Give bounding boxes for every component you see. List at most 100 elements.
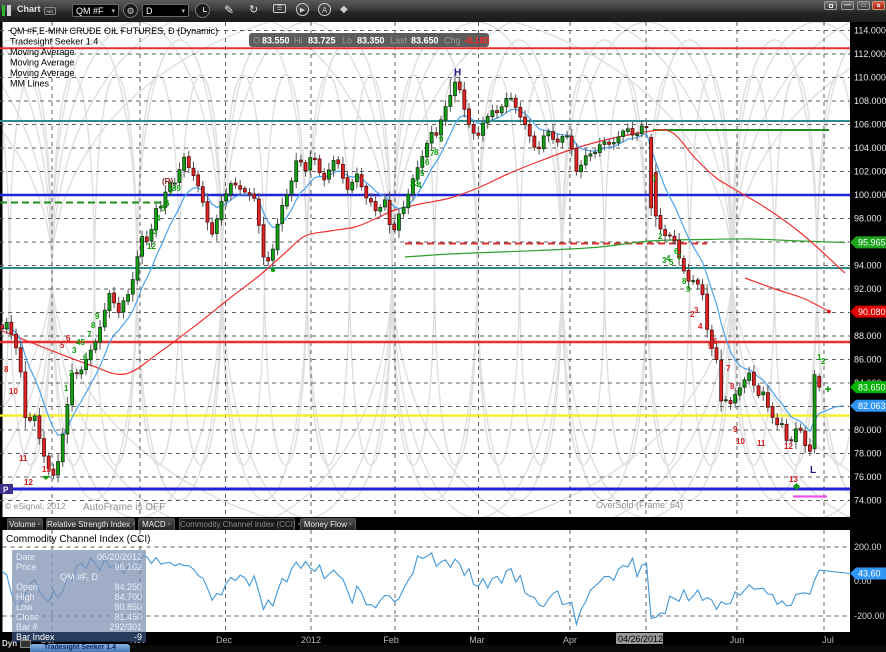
svg-text:Tradesight Seeker 1.4: Tradesight Seeker 1.4 (10, 37, 98, 47)
svg-text:3: 3 (72, 346, 77, 355)
svg-text:5: 5 (708, 342, 713, 351)
svg-text:2: 2 (69, 369, 74, 378)
svg-text:6: 6 (674, 247, 679, 256)
svg-text:7: 7 (430, 149, 435, 158)
svg-text:12: 12 (784, 442, 793, 451)
svg-text:QM #F,E-MINI CRUDE OIL FUTURES: QM #F,E-MINI CRUDE OIL FUTURES, D (Dynam… (10, 26, 218, 36)
svg-text:112.000: 112.000 (854, 49, 886, 59)
svg-text:2: 2 (821, 357, 826, 366)
svg-text:74.000: 74.000 (854, 496, 882, 506)
svg-text:12: 12 (147, 242, 156, 251)
svg-text:7: 7 (87, 330, 92, 339)
svg-text:9: 9 (686, 285, 691, 294)
svg-text:Apr: Apr (563, 635, 577, 645)
svg-text:78.000: 78.000 (854, 449, 882, 459)
svg-text:5: 5 (161, 204, 166, 213)
svg-text:8: 8 (434, 148, 439, 157)
svg-text:04/26/2012: 04/26/2012 (618, 634, 663, 644)
svg-text:2: 2 (658, 232, 663, 241)
svg-text:92.000: 92.000 (854, 284, 882, 294)
svg-text:H: H (454, 68, 461, 79)
svg-text:4: 4 (698, 322, 703, 331)
svg-text:88.000: 88.000 (854, 331, 882, 341)
svg-text:3: 3 (694, 306, 699, 315)
svg-text:10: 10 (9, 387, 18, 396)
svg-text:9: 9 (95, 312, 100, 321)
svg-text:83.650: 83.650 (411, 36, 439, 46)
svg-text:Jul: Jul (822, 635, 834, 645)
svg-text:Last: Last (390, 36, 408, 46)
svg-text:1: 1 (406, 192, 411, 201)
svg-text:102.000: 102.000 (854, 167, 886, 177)
svg-text:6: 6 (165, 199, 170, 208)
svg-text:83.650: 83.650 (858, 382, 886, 392)
svg-text:76.000: 76.000 (854, 472, 882, 482)
svg-text:13: 13 (789, 475, 798, 484)
svg-text:94.000: 94.000 (854, 261, 882, 271)
svg-text:5: 5 (60, 341, 65, 350)
svg-text:© eSignal, 2012: © eSignal, 2012 (5, 501, 66, 511)
svg-text:23: 23 (410, 179, 419, 188)
svg-text:-0.100: -0.100 (464, 36, 490, 46)
svg-text:200.00: 200.00 (854, 542, 882, 552)
svg-text:OverSold (Frame: 64): OverSold (Frame: 64) (596, 500, 683, 510)
svg-text:6: 6 (713, 337, 718, 346)
svg-text:8: 8 (91, 321, 96, 330)
svg-text:83.350: 83.350 (357, 36, 385, 46)
svg-text:8: 8 (4, 365, 9, 374)
svg-text:3: 3 (153, 227, 158, 236)
svg-text:Lo: Lo (342, 36, 352, 46)
svg-text:Chg: Chg (444, 36, 461, 46)
svg-text:80.000: 80.000 (854, 425, 882, 435)
svg-text:2: 2 (690, 310, 695, 319)
svg-text:1: 1 (652, 174, 657, 183)
svg-text:Jun: Jun (730, 635, 745, 645)
svg-text:O: O (253, 36, 260, 46)
svg-text:108.000: 108.000 (854, 96, 886, 106)
svg-text:8: 8 (682, 277, 687, 286)
svg-text:83.725: 83.725 (308, 36, 336, 46)
svg-text:6: 6 (66, 334, 71, 343)
svg-text:MM Lines: MM Lines (10, 79, 50, 89)
svg-text:7: 7 (677, 253, 682, 262)
svg-text:Mar: Mar (469, 635, 485, 645)
svg-text:10: 10 (736, 437, 745, 446)
svg-text:82.063: 82.063 (858, 401, 886, 411)
svg-text:7: 7 (169, 188, 174, 197)
svg-text:1: 1 (64, 384, 69, 393)
svg-text:104.000: 104.000 (854, 143, 886, 153)
svg-text:Dec: Dec (216, 635, 233, 645)
svg-text:4: 4 (156, 214, 161, 223)
svg-text:4: 4 (417, 181, 422, 190)
svg-text:43.60: 43.60 (858, 569, 881, 579)
svg-text:4: 4 (666, 254, 671, 263)
svg-text:86.000: 86.000 (854, 355, 882, 365)
svg-text:114.000: 114.000 (854, 26, 886, 36)
svg-text:5: 5 (669, 258, 674, 267)
svg-text:P: P (3, 486, 9, 495)
svg-text:Commodity Channel Index (CCI): Commodity Channel Index (CCI) (6, 534, 151, 545)
svg-text:Hi: Hi (294, 36, 303, 46)
svg-text:83.550: 83.550 (262, 36, 290, 46)
svg-text:11: 11 (757, 439, 766, 448)
svg-text:7: 7 (726, 364, 731, 373)
svg-text:100.000: 100.000 (854, 190, 886, 200)
svg-text:-200.00: -200.00 (854, 611, 885, 621)
svg-text:98.000: 98.000 (854, 214, 882, 224)
svg-text:13: 13 (42, 465, 51, 474)
svg-text:89: 89 (172, 184, 181, 193)
svg-text:95.965: 95.965 (858, 238, 886, 248)
svg-text:L: L (810, 465, 816, 476)
svg-text:12: 12 (24, 478, 33, 487)
svg-text:106.000: 106.000 (854, 120, 886, 130)
svg-text:6: 6 (425, 158, 430, 167)
svg-text:8: 8 (730, 382, 735, 391)
svg-text:6: 6 (83, 353, 88, 362)
svg-text:9: 9 (733, 425, 738, 434)
svg-text:1: 1 (817, 353, 822, 362)
svg-text:(R): (R) (162, 177, 173, 186)
svg-text:2012: 2012 (301, 635, 321, 645)
svg-text:AutoFrame is OFF: AutoFrame is OFF (83, 502, 165, 513)
svg-text:0.00: 0.00 (854, 576, 872, 586)
svg-text:9: 9 (439, 135, 444, 144)
